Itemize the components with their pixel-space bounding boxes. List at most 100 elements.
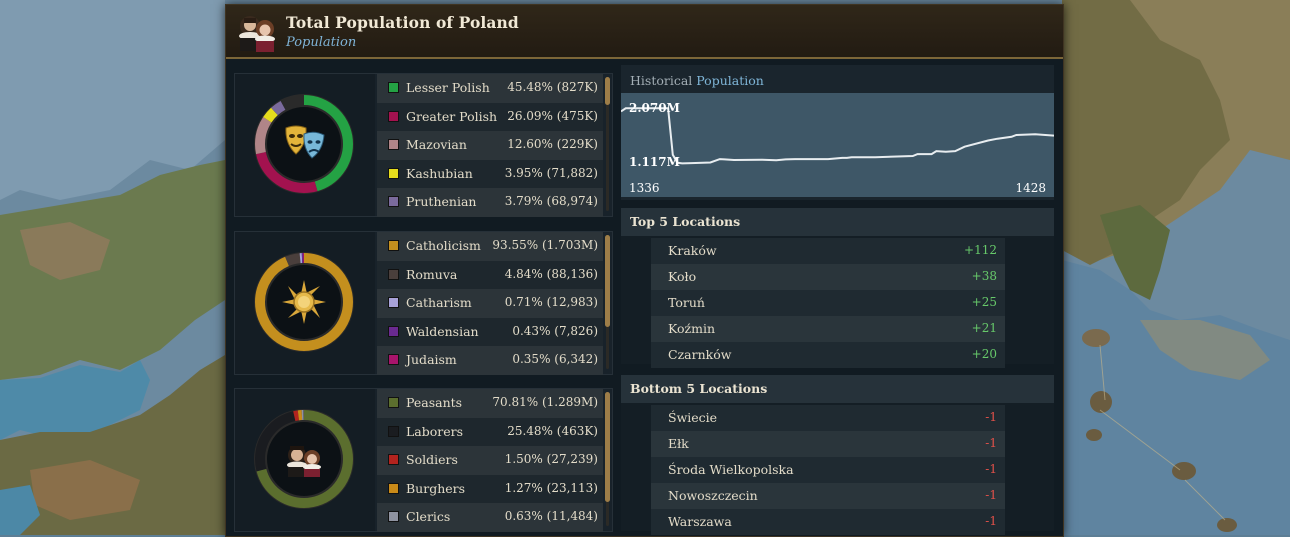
location-name: Ełk xyxy=(668,436,689,451)
top-location-row[interactable]: Toruń +25 xyxy=(651,290,1005,316)
religion-breakdown: Catholicism 93.55% (1.703M) Romuva 4.84% (… xyxy=(234,231,613,375)
culture-breakdown: Lesser Polish 45.48% (827K) Greater Polis… xyxy=(234,73,613,217)
x-axis-start-label: 1336 xyxy=(629,181,660,195)
location-name: Warszawa xyxy=(668,514,732,529)
top-location-row[interactable]: Koźmin +21 xyxy=(651,316,1005,342)
culture-donut-chart[interactable] xyxy=(252,92,356,196)
ring-segment-lesser-polish[interactable] xyxy=(255,95,353,193)
nobles-portrait-icon xyxy=(239,16,275,52)
bottom-location-row[interactable]: Warszawa -1 xyxy=(651,509,1005,535)
ring-segment-mazovian[interactable] xyxy=(255,95,353,193)
culture-scrollbar-track[interactable] xyxy=(606,77,609,211)
pop-type-share: 1.27% (23,113) xyxy=(504,480,598,495)
culture-row-pruthenian[interactable]: Pruthenian 3.79% (68,974) xyxy=(377,188,603,217)
location-name: Toruń xyxy=(668,295,705,310)
pop-type-scrollbar-thumb[interactable] xyxy=(605,392,610,502)
chart-title: Historical Population xyxy=(630,73,764,88)
pop-type-color-swatch xyxy=(388,454,399,466)
religion-share: 0.35% (6,342) xyxy=(512,352,598,367)
religion-share: 93.55% (1.703M) xyxy=(492,238,598,252)
ring-segment-greater-polish[interactable] xyxy=(255,95,353,193)
population-line-chart[interactable]: 2.070M 1.117M 1336 1428 xyxy=(621,93,1054,197)
culture-ring-box xyxy=(235,74,375,216)
religion-row-catholicism[interactable]: Catholicism 93.55% (1.703M) xyxy=(377,232,603,261)
bottom-location-row[interactable]: Środa Wielkopolska -1 xyxy=(651,457,1005,483)
ring-segment-judaism[interactable] xyxy=(255,253,353,351)
top-location-row[interactable]: Czarnków +20 xyxy=(651,342,1005,368)
religion-name: Romuva xyxy=(406,266,458,282)
religion-share: 4.84% (88,136) xyxy=(504,266,598,281)
religion-row-romuva[interactable]: Romuva 4.84% (88,136) xyxy=(377,260,603,290)
culture-row-mazovian[interactable]: Mazovian 12.60% (229K) xyxy=(377,131,603,160)
population-line-chart-svg xyxy=(621,107,1054,165)
bottom-location-row[interactable]: Nowoszczecin -1 xyxy=(651,483,1005,509)
religion-row-judaism[interactable]: Judaism 0.35% (6,342) xyxy=(377,346,603,375)
bottom-location-row[interactable]: Świecie -1 xyxy=(651,405,1005,431)
location-name: Nowoszczecin xyxy=(668,488,758,503)
culture-share: 12.60% (229K) xyxy=(507,137,598,152)
religion-list: Catholicism 93.55% (1.703M) Romuva 4.84% (… xyxy=(377,232,603,375)
religion-color-swatch xyxy=(388,354,399,366)
pop-type-row-clerics[interactable]: Clerics 0.63% (11,484) xyxy=(377,503,603,532)
pop-type-breakdown: Peasants 70.81% (1.289M) Laborers 25.48% (… xyxy=(234,388,613,532)
culture-share: 3.95% (71,882) xyxy=(504,165,598,180)
pop-type-color-swatch xyxy=(388,425,399,437)
pop-type-row-peasants[interactable]: Peasants 70.81% (1.289M) xyxy=(377,389,603,418)
nobles-portrait-icon xyxy=(287,446,321,477)
ring-segment-laborers[interactable] xyxy=(255,410,353,508)
pop-type-row-soldiers[interactable]: Soldiers 1.50% (27,239) xyxy=(377,446,603,475)
location-delta: +112 xyxy=(964,243,997,257)
culture-color-swatch xyxy=(388,110,399,122)
population-window: Total Population of Poland Population xyxy=(225,4,1064,537)
window-subtitle: Population xyxy=(286,35,357,50)
top-location-row[interactable]: Koło +38 xyxy=(651,264,1005,290)
location-delta: -1 xyxy=(985,488,997,502)
religion-donut-chart[interactable] xyxy=(252,250,356,354)
culture-color-swatch xyxy=(388,139,399,151)
culture-row-lesser-polish[interactable]: Lesser Polish 45.48% (827K) xyxy=(377,74,603,103)
pop-type-row-laborers[interactable]: Laborers 25.48% (463K) xyxy=(377,417,603,447)
religion-row-catharism[interactable]: Catharism 0.71% (12,983) xyxy=(377,289,603,318)
location-name: Świecie xyxy=(668,410,718,425)
culture-share: 45.48% (827K) xyxy=(507,80,598,94)
top-location-row[interactable]: Kraków +112 xyxy=(651,238,1005,264)
bottom-location-row[interactable]: Ełk -1 xyxy=(651,431,1005,457)
religion-share: 0.71% (12,983) xyxy=(504,295,598,310)
pop-type-color-swatch xyxy=(388,397,399,408)
bottom-locations-title: Bottom 5 Locations xyxy=(621,375,1054,403)
religion-row-waldensian[interactable]: Waldensian 0.43% (7,826) xyxy=(377,317,603,347)
culture-row-greater-polish[interactable]: Greater Polish 26.09% (475K) xyxy=(377,102,603,132)
chart-title-highlight: Population xyxy=(696,73,764,88)
x-axis-end-label: 1428 xyxy=(1015,181,1046,195)
pop-type-name: Laborers xyxy=(406,423,464,439)
pop-type-share: 1.50% (27,239) xyxy=(504,452,598,467)
culture-share: 3.79% (68,974) xyxy=(504,194,598,209)
ring-segment-peasants[interactable] xyxy=(255,410,353,508)
culture-name: Mazovian xyxy=(406,137,467,153)
window-header[interactable]: Total Population of Poland Population xyxy=(226,5,1063,59)
y-axis-min-label: 1.117M xyxy=(629,155,680,169)
culture-color-swatch xyxy=(388,196,399,208)
location-delta: -1 xyxy=(985,410,997,424)
religion-color-swatch xyxy=(388,325,399,337)
location-delta: +25 xyxy=(971,295,997,309)
pop-type-name: Burghers xyxy=(406,480,466,496)
pop-type-ring-box xyxy=(235,389,375,531)
location-name: Środa Wielkopolska xyxy=(668,462,794,477)
religion-name: Judaism xyxy=(406,352,457,368)
culture-scrollbar-thumb[interactable] xyxy=(605,77,610,105)
religion-scrollbar-thumb[interactable] xyxy=(605,235,610,327)
location-delta: +38 xyxy=(971,269,997,283)
pop-type-donut-chart[interactable] xyxy=(252,407,356,511)
culture-color-swatch xyxy=(388,82,399,93)
pop-type-name: Clerics xyxy=(406,509,451,525)
religion-ring-box xyxy=(235,232,375,374)
window-title: Total Population of Poland xyxy=(286,13,519,32)
location-name: Koło xyxy=(668,269,697,284)
culture-row-kashubian[interactable]: Kashubian 3.95% (71,882) xyxy=(377,159,603,189)
location-delta: -1 xyxy=(985,462,997,476)
culture-share: 26.09% (475K) xyxy=(507,108,598,123)
pop-type-share: 70.81% (1.289M) xyxy=(492,395,598,409)
pop-type-row-burghers[interactable]: Burghers 1.27% (23,113) xyxy=(377,474,603,504)
culture-name: Kashubian xyxy=(406,165,473,181)
